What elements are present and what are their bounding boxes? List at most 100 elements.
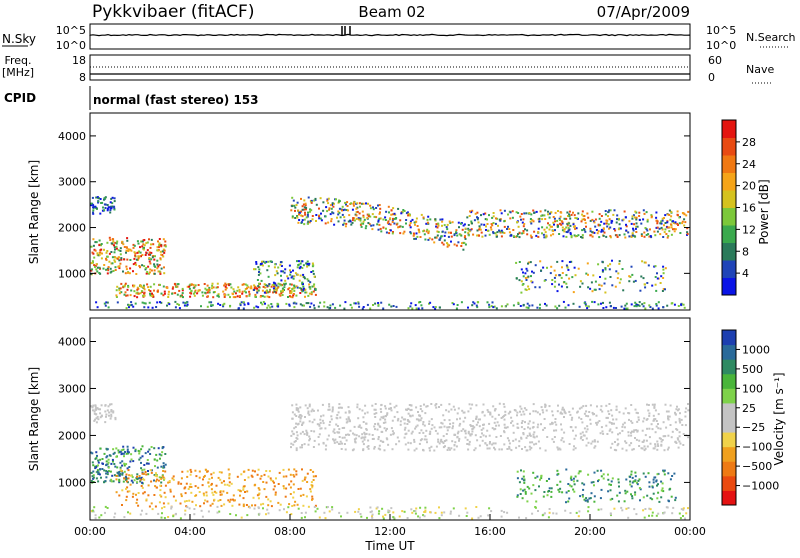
power-cell-464 xyxy=(139,292,142,295)
power-cell-519 xyxy=(129,294,132,297)
velocity-cell-1539 xyxy=(341,442,343,445)
velocity-cell-1540 xyxy=(586,500,589,503)
power-cell-1409 xyxy=(387,205,390,208)
velocity-cell-210 xyxy=(147,462,150,465)
velocity-cell-533 xyxy=(148,505,151,508)
velocity-cell-1288 xyxy=(544,404,547,407)
velocity-cell-987 xyxy=(477,418,480,421)
power-cell-1522 xyxy=(556,219,559,222)
velocity-cell-1899 xyxy=(170,506,173,508)
power-cell-2008 xyxy=(366,303,369,306)
velocity-cell-1087 xyxy=(311,408,314,411)
power-cell-598 xyxy=(181,292,184,295)
velocity-cell-1517 xyxy=(337,406,340,409)
power-cell-1419 xyxy=(422,216,425,219)
velocity-cell-1450 xyxy=(367,439,370,442)
velocity-cell-1954 xyxy=(331,506,334,509)
velocity-cell-375 xyxy=(293,475,296,478)
power-cell-254 xyxy=(123,258,126,261)
velocity-cell-1842 xyxy=(323,511,326,514)
power-cell-1977 xyxy=(593,301,596,304)
power-cell-473 xyxy=(302,285,305,288)
power-cell-1811 xyxy=(601,269,604,272)
velocity-cell-332 xyxy=(265,470,268,472)
velocity-cell-1335 xyxy=(494,442,497,445)
power-cell-1093 xyxy=(499,209,502,212)
velocity-cell-219 xyxy=(163,466,166,469)
power-cell-1853 xyxy=(578,305,581,308)
velocity-cell-1557 xyxy=(565,491,568,494)
power-cell-1512 xyxy=(468,230,471,233)
velocity-cell-399 xyxy=(265,481,268,484)
velocity-cell-1357 xyxy=(386,427,388,430)
power-cell-1772 xyxy=(561,266,563,269)
power-cell-1611 xyxy=(649,228,651,231)
velocity-cell-1708 xyxy=(524,491,527,493)
power-cell-1704 xyxy=(558,283,560,286)
power-cell-409 xyxy=(133,290,136,293)
velocity-cell-1435 xyxy=(676,428,679,431)
velocity-cell-1456 xyxy=(445,409,448,412)
power-cell-2054 xyxy=(584,303,587,306)
power-cell-1126 xyxy=(664,214,667,217)
velocity-cell-1404 xyxy=(419,405,422,408)
velocity-cell-1070 xyxy=(520,422,523,424)
power-cell-671 xyxy=(265,260,268,263)
y-tick-label-0: 1000 xyxy=(58,267,86,280)
velocity-cell-4 xyxy=(95,477,98,480)
power-cell-1647 xyxy=(616,218,618,221)
power-cell-758 xyxy=(260,262,263,265)
velocity-cell-1146 xyxy=(343,426,346,429)
velocity-cell-490 xyxy=(184,492,187,495)
velocity-cell-924 xyxy=(486,409,489,412)
velocity-cell-749 xyxy=(299,446,302,449)
power-cell-1745 xyxy=(662,277,665,279)
power-cell-1393 xyxy=(674,221,677,224)
power-cell-478 xyxy=(162,294,165,297)
velocity-cell-507 xyxy=(128,474,131,477)
time-x-axis: 00:00 04:00 08:00 12:00 16:00 20:00 00:00 xyxy=(74,514,706,538)
velocity-cell-466 xyxy=(293,468,296,471)
power-cell-1252 xyxy=(598,236,601,239)
power-cell-1079 xyxy=(343,219,346,222)
velocity-cell-1308 xyxy=(498,402,501,405)
power-cell-1098 xyxy=(581,218,584,221)
power-cell-841 xyxy=(670,210,673,213)
power-cell-1286 xyxy=(295,204,298,206)
velocity-cell-1270 xyxy=(368,433,371,436)
power-cell-214 xyxy=(114,266,117,269)
power-cell-1363 xyxy=(445,226,448,229)
velocity-cell-301 xyxy=(219,491,222,494)
velocity-cell-449 xyxy=(171,477,174,480)
velocity-cell-174 xyxy=(130,453,133,456)
freq-panel: Freq. [MHz] 18 8 60 0 Nave xyxy=(2,54,775,84)
velocity-cell-1068 xyxy=(651,428,654,431)
power-cell-531 xyxy=(190,283,193,286)
velocity-cell-1804 xyxy=(369,506,372,509)
velocity-cell-309 xyxy=(188,485,191,488)
velocity-cell-936 xyxy=(422,431,425,434)
velocity-cell-1204 xyxy=(407,412,410,415)
power-cell-321 xyxy=(163,290,166,293)
power-cell-525 xyxy=(130,289,133,292)
velocity-cell-300 xyxy=(208,485,211,488)
velocity-cell-1454 xyxy=(528,445,531,448)
power-cell-1836 xyxy=(594,280,597,283)
velocity-cell-878 xyxy=(488,434,491,437)
x-tick-label-0: 00:00 xyxy=(74,525,106,538)
velocity-cell-1492 xyxy=(366,411,369,414)
velocity-cell-75 xyxy=(115,447,118,450)
velocity-cell-1203 xyxy=(560,423,562,426)
power-cell-860 xyxy=(543,214,546,217)
power-cell-813 xyxy=(654,234,657,237)
velocity-cell-7 xyxy=(139,456,142,459)
velocity-cell-747 xyxy=(294,426,297,428)
velocity-cell-496 xyxy=(292,483,295,486)
power-cell-520 xyxy=(292,293,295,295)
power-cell-1061 xyxy=(669,218,672,221)
power-cell-1674 xyxy=(584,218,586,221)
velocity-cell-701 xyxy=(679,412,681,415)
velocity-cell-1025 xyxy=(363,436,366,439)
power-cell-119 xyxy=(102,267,105,270)
velocity-cell-1022 xyxy=(500,417,503,419)
